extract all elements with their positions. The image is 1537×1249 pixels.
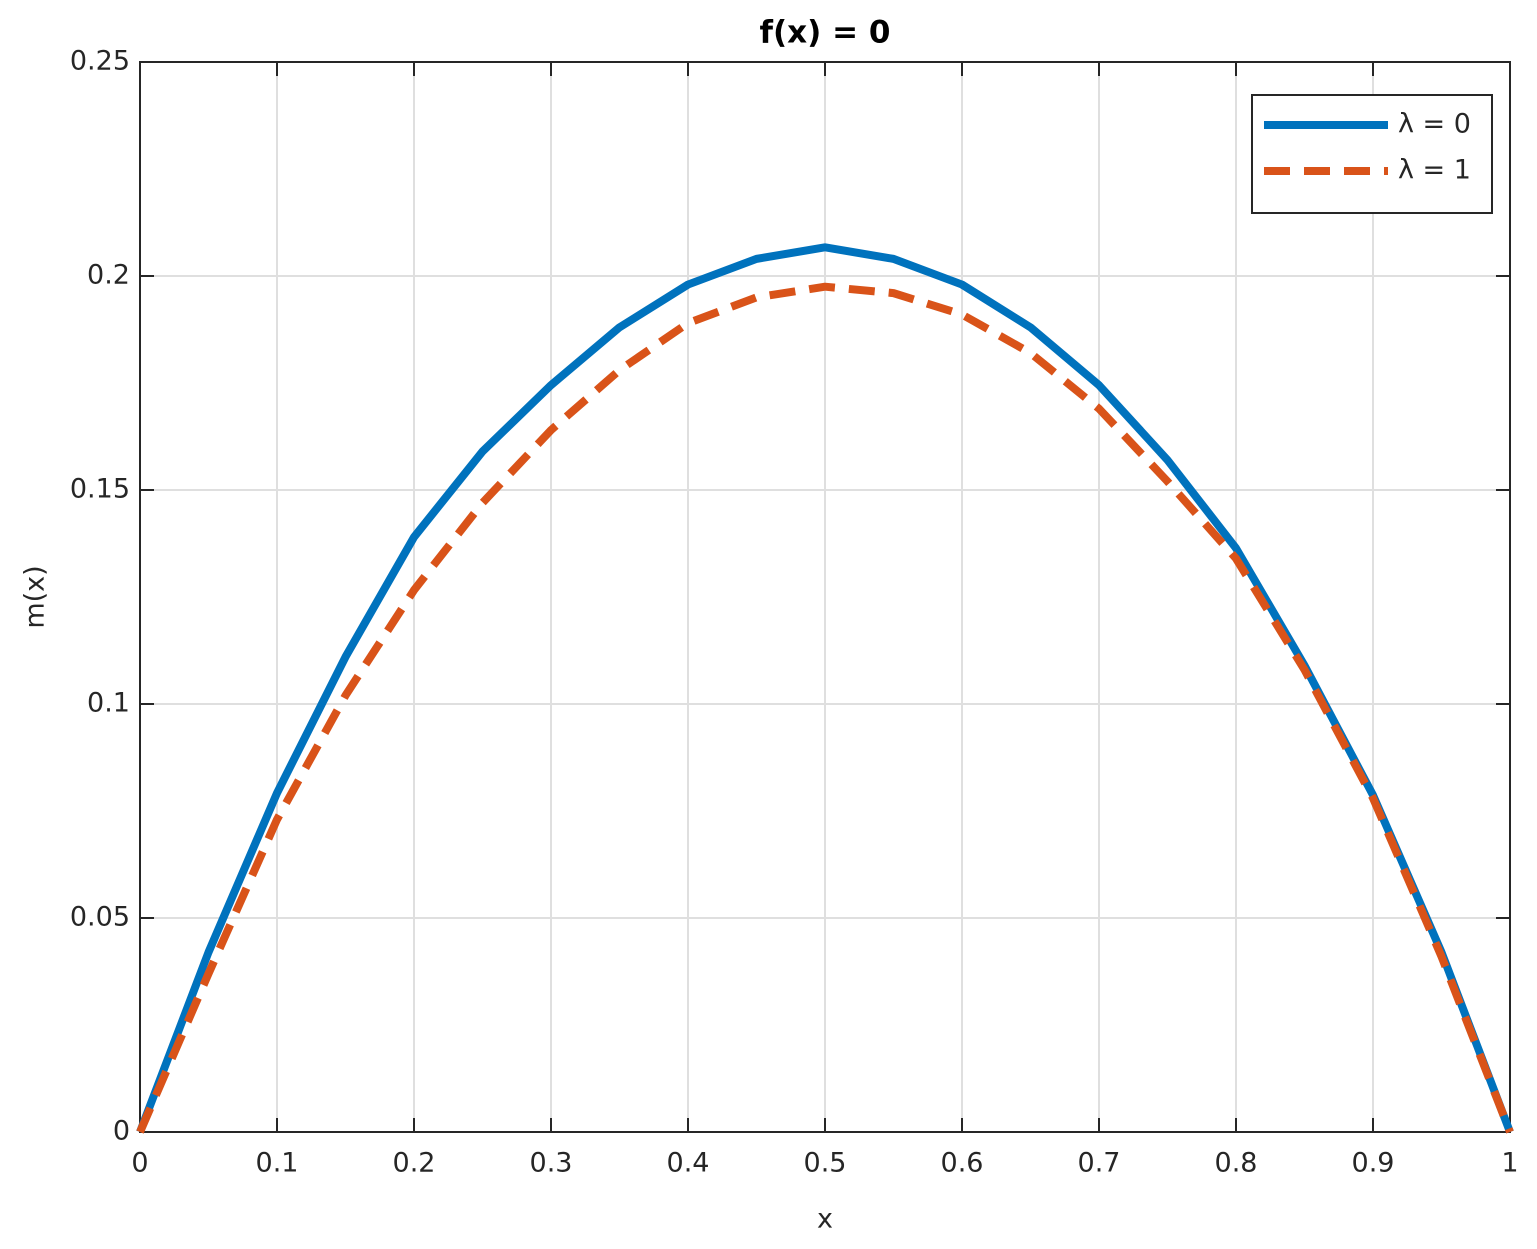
plot-frame (139, 61, 1511, 1133)
legend-label: λ = 1 (1398, 155, 1471, 186)
x-axis-label: x (817, 1204, 833, 1235)
x-tick-label: 0.5 (804, 1148, 847, 1179)
legend-label: λ = 0 (1398, 109, 1471, 140)
y-axis-label: m(x) (20, 565, 51, 628)
x-tick-label: 0.6 (941, 1148, 984, 1179)
y-tick-label: 0.25 (70, 46, 130, 77)
x-tick-label: 0 (131, 1148, 148, 1179)
x-tick-label: 0.3 (530, 1148, 573, 1179)
y-tick-label: 0.1 (87, 688, 130, 719)
x-tick-label: 0.4 (667, 1148, 710, 1179)
y-tick-label: 0.05 (70, 902, 130, 933)
y-tick-label: 0 (113, 1116, 130, 1147)
x-tick-label: 0.9 (1352, 1148, 1395, 1179)
x-tick-label: 0.8 (1215, 1148, 1258, 1179)
x-tick-label: 1 (1501, 1148, 1518, 1179)
legend-box (1251, 94, 1493, 214)
y-tick-label: 0.2 (87, 260, 130, 291)
chart-title: f(x) = 0 (760, 15, 891, 51)
x-tick-label: 0.7 (1078, 1148, 1121, 1179)
y-tick-label: 0.15 (70, 474, 130, 505)
x-tick-label: 0.2 (393, 1148, 436, 1179)
x-tick-label: 0.1 (256, 1148, 299, 1179)
data-line (136, 282, 1514, 1134)
